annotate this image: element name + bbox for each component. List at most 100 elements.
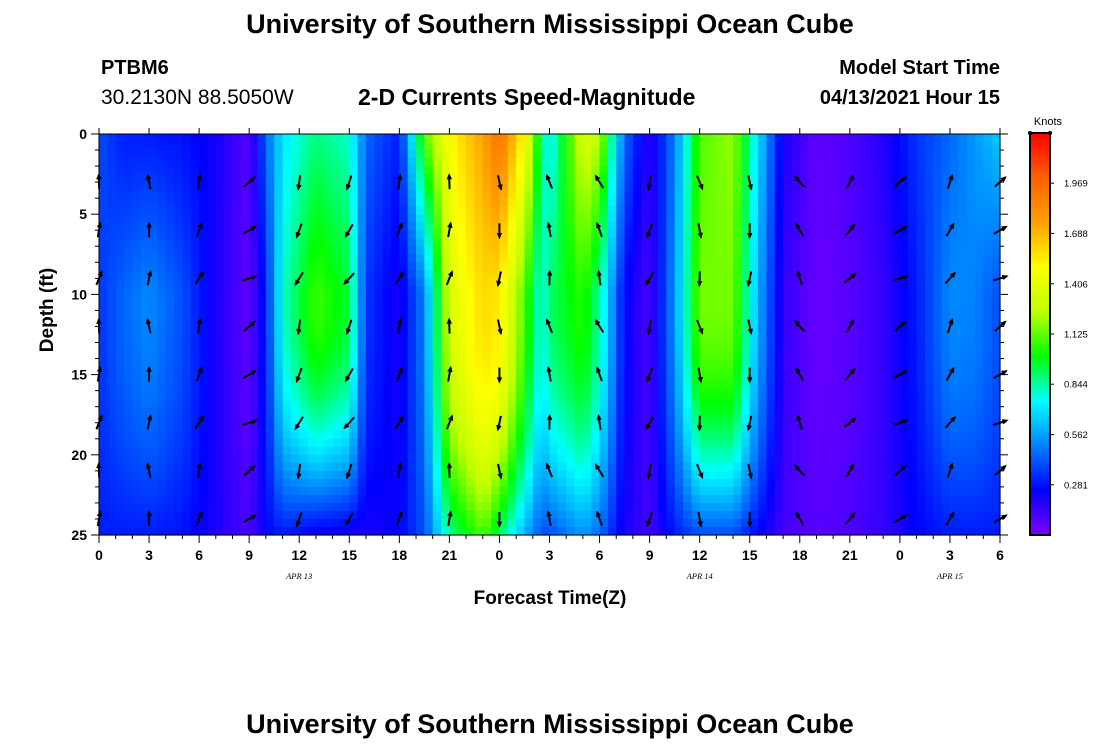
heatmap-cell bbox=[582, 470, 592, 480]
heatmap-cell bbox=[124, 222, 133, 231]
heatmap-cell bbox=[240, 302, 250, 312]
heatmap-cell bbox=[474, 270, 484, 279]
heatmap-cell bbox=[724, 326, 734, 336]
heatmap-cell bbox=[532, 150, 542, 159]
heatmap-cell bbox=[482, 422, 492, 432]
heatmap-cell bbox=[891, 318, 901, 328]
heatmap-cell bbox=[399, 246, 409, 255]
heatmap-cell bbox=[240, 150, 250, 159]
heatmap-cell bbox=[224, 454, 234, 464]
heatmap-cell bbox=[407, 502, 417, 512]
heatmap-cell bbox=[257, 270, 267, 279]
heatmap-cell bbox=[124, 390, 133, 400]
heatmap-cell bbox=[741, 286, 751, 295]
heatmap-cell bbox=[407, 254, 417, 263]
heatmap-cell bbox=[374, 254, 384, 263]
heatmap-cell bbox=[666, 262, 676, 271]
heatmap-cell bbox=[124, 142, 133, 151]
heatmap-cell bbox=[507, 142, 517, 151]
heatmap-cell bbox=[616, 478, 626, 488]
heatmap-cell bbox=[549, 382, 559, 392]
heatmap-cell bbox=[574, 462, 584, 472]
heatmap-cell bbox=[124, 422, 133, 432]
heatmap-cell bbox=[916, 278, 926, 287]
heatmap-cell bbox=[299, 430, 309, 440]
heatmap-cell bbox=[632, 310, 642, 320]
heatmap-cell bbox=[382, 342, 392, 352]
heatmap-cell bbox=[432, 526, 442, 536]
heatmap-cell bbox=[774, 366, 784, 376]
heatmap-cell bbox=[232, 470, 242, 480]
heatmap-cell bbox=[824, 246, 834, 255]
heatmap-cell bbox=[466, 326, 476, 336]
heatmap-cell bbox=[149, 510, 158, 520]
heatmap-cell bbox=[733, 470, 742, 480]
heatmap-cell bbox=[916, 406, 926, 416]
heatmap-cell bbox=[399, 166, 409, 175]
heatmap-cell bbox=[390, 454, 400, 464]
heatmap-cell bbox=[724, 414, 734, 424]
heatmap-cell bbox=[599, 262, 609, 271]
heatmap-cell bbox=[874, 462, 884, 472]
heatmap-cell bbox=[666, 502, 676, 512]
heatmap-cell bbox=[808, 166, 818, 175]
heatmap-cell bbox=[215, 502, 225, 512]
heatmap-cell bbox=[115, 390, 125, 400]
heatmap-cell bbox=[324, 518, 334, 528]
heatmap-cell bbox=[416, 446, 425, 456]
heatmap-cell bbox=[691, 190, 701, 199]
heatmap-cell bbox=[491, 478, 501, 488]
heatmap-cell bbox=[474, 230, 484, 239]
heatmap-cell bbox=[449, 438, 459, 448]
heatmap-cell bbox=[432, 502, 442, 512]
heatmap-cell bbox=[649, 414, 659, 424]
heatmap-cell bbox=[265, 390, 275, 400]
heatmap-cell bbox=[632, 302, 642, 312]
heatmap-cell bbox=[716, 358, 726, 368]
heatmap-cell bbox=[591, 518, 601, 528]
heatmap-cell bbox=[616, 150, 626, 159]
heatmap-cell bbox=[249, 214, 259, 223]
heatmap-cell bbox=[582, 510, 592, 520]
heatmap-cell bbox=[607, 438, 617, 448]
heatmap-cell bbox=[149, 494, 158, 504]
heatmap-cell bbox=[708, 150, 717, 159]
heatmap-cell bbox=[307, 222, 317, 231]
heatmap-cell bbox=[824, 238, 834, 247]
heatmap-cell bbox=[315, 214, 325, 223]
heatmap-cell bbox=[399, 494, 409, 504]
heatmap-cell bbox=[682, 230, 692, 239]
heatmap-cell bbox=[466, 510, 476, 520]
heatmap-cell bbox=[791, 430, 801, 440]
heatmap-cell bbox=[849, 358, 859, 368]
heatmap-cell bbox=[324, 270, 334, 279]
heatmap-cell bbox=[649, 270, 659, 279]
heatmap-cell bbox=[190, 134, 200, 143]
heatmap-cell bbox=[399, 470, 409, 480]
heatmap-cell bbox=[749, 238, 759, 247]
heatmap-cell bbox=[866, 318, 876, 328]
heatmap-cell bbox=[841, 294, 851, 304]
heatmap-cell bbox=[466, 230, 476, 239]
heatmap-cell bbox=[708, 238, 717, 247]
heatmap-cell bbox=[616, 518, 626, 528]
heatmap-cell bbox=[599, 462, 609, 472]
heatmap-cell bbox=[257, 214, 267, 223]
heatmap-cell bbox=[357, 526, 367, 536]
heatmap-cell bbox=[124, 246, 133, 255]
heatmap-cell bbox=[607, 358, 617, 368]
heatmap-cell bbox=[883, 238, 893, 247]
heatmap-cell bbox=[174, 366, 184, 376]
heatmap-cell bbox=[716, 350, 726, 360]
heatmap-cell bbox=[833, 518, 843, 528]
heatmap-cell bbox=[524, 142, 534, 151]
heatmap-cell bbox=[899, 134, 909, 143]
heatmap-cell bbox=[232, 238, 242, 247]
heatmap-cell bbox=[874, 270, 884, 279]
heatmap-cell bbox=[132, 366, 142, 376]
heatmap-cell bbox=[682, 486, 692, 496]
heatmap-cell bbox=[349, 406, 359, 416]
heatmap-cell bbox=[674, 270, 684, 279]
heatmap-cell bbox=[791, 438, 801, 448]
heatmap-cell bbox=[432, 478, 442, 488]
